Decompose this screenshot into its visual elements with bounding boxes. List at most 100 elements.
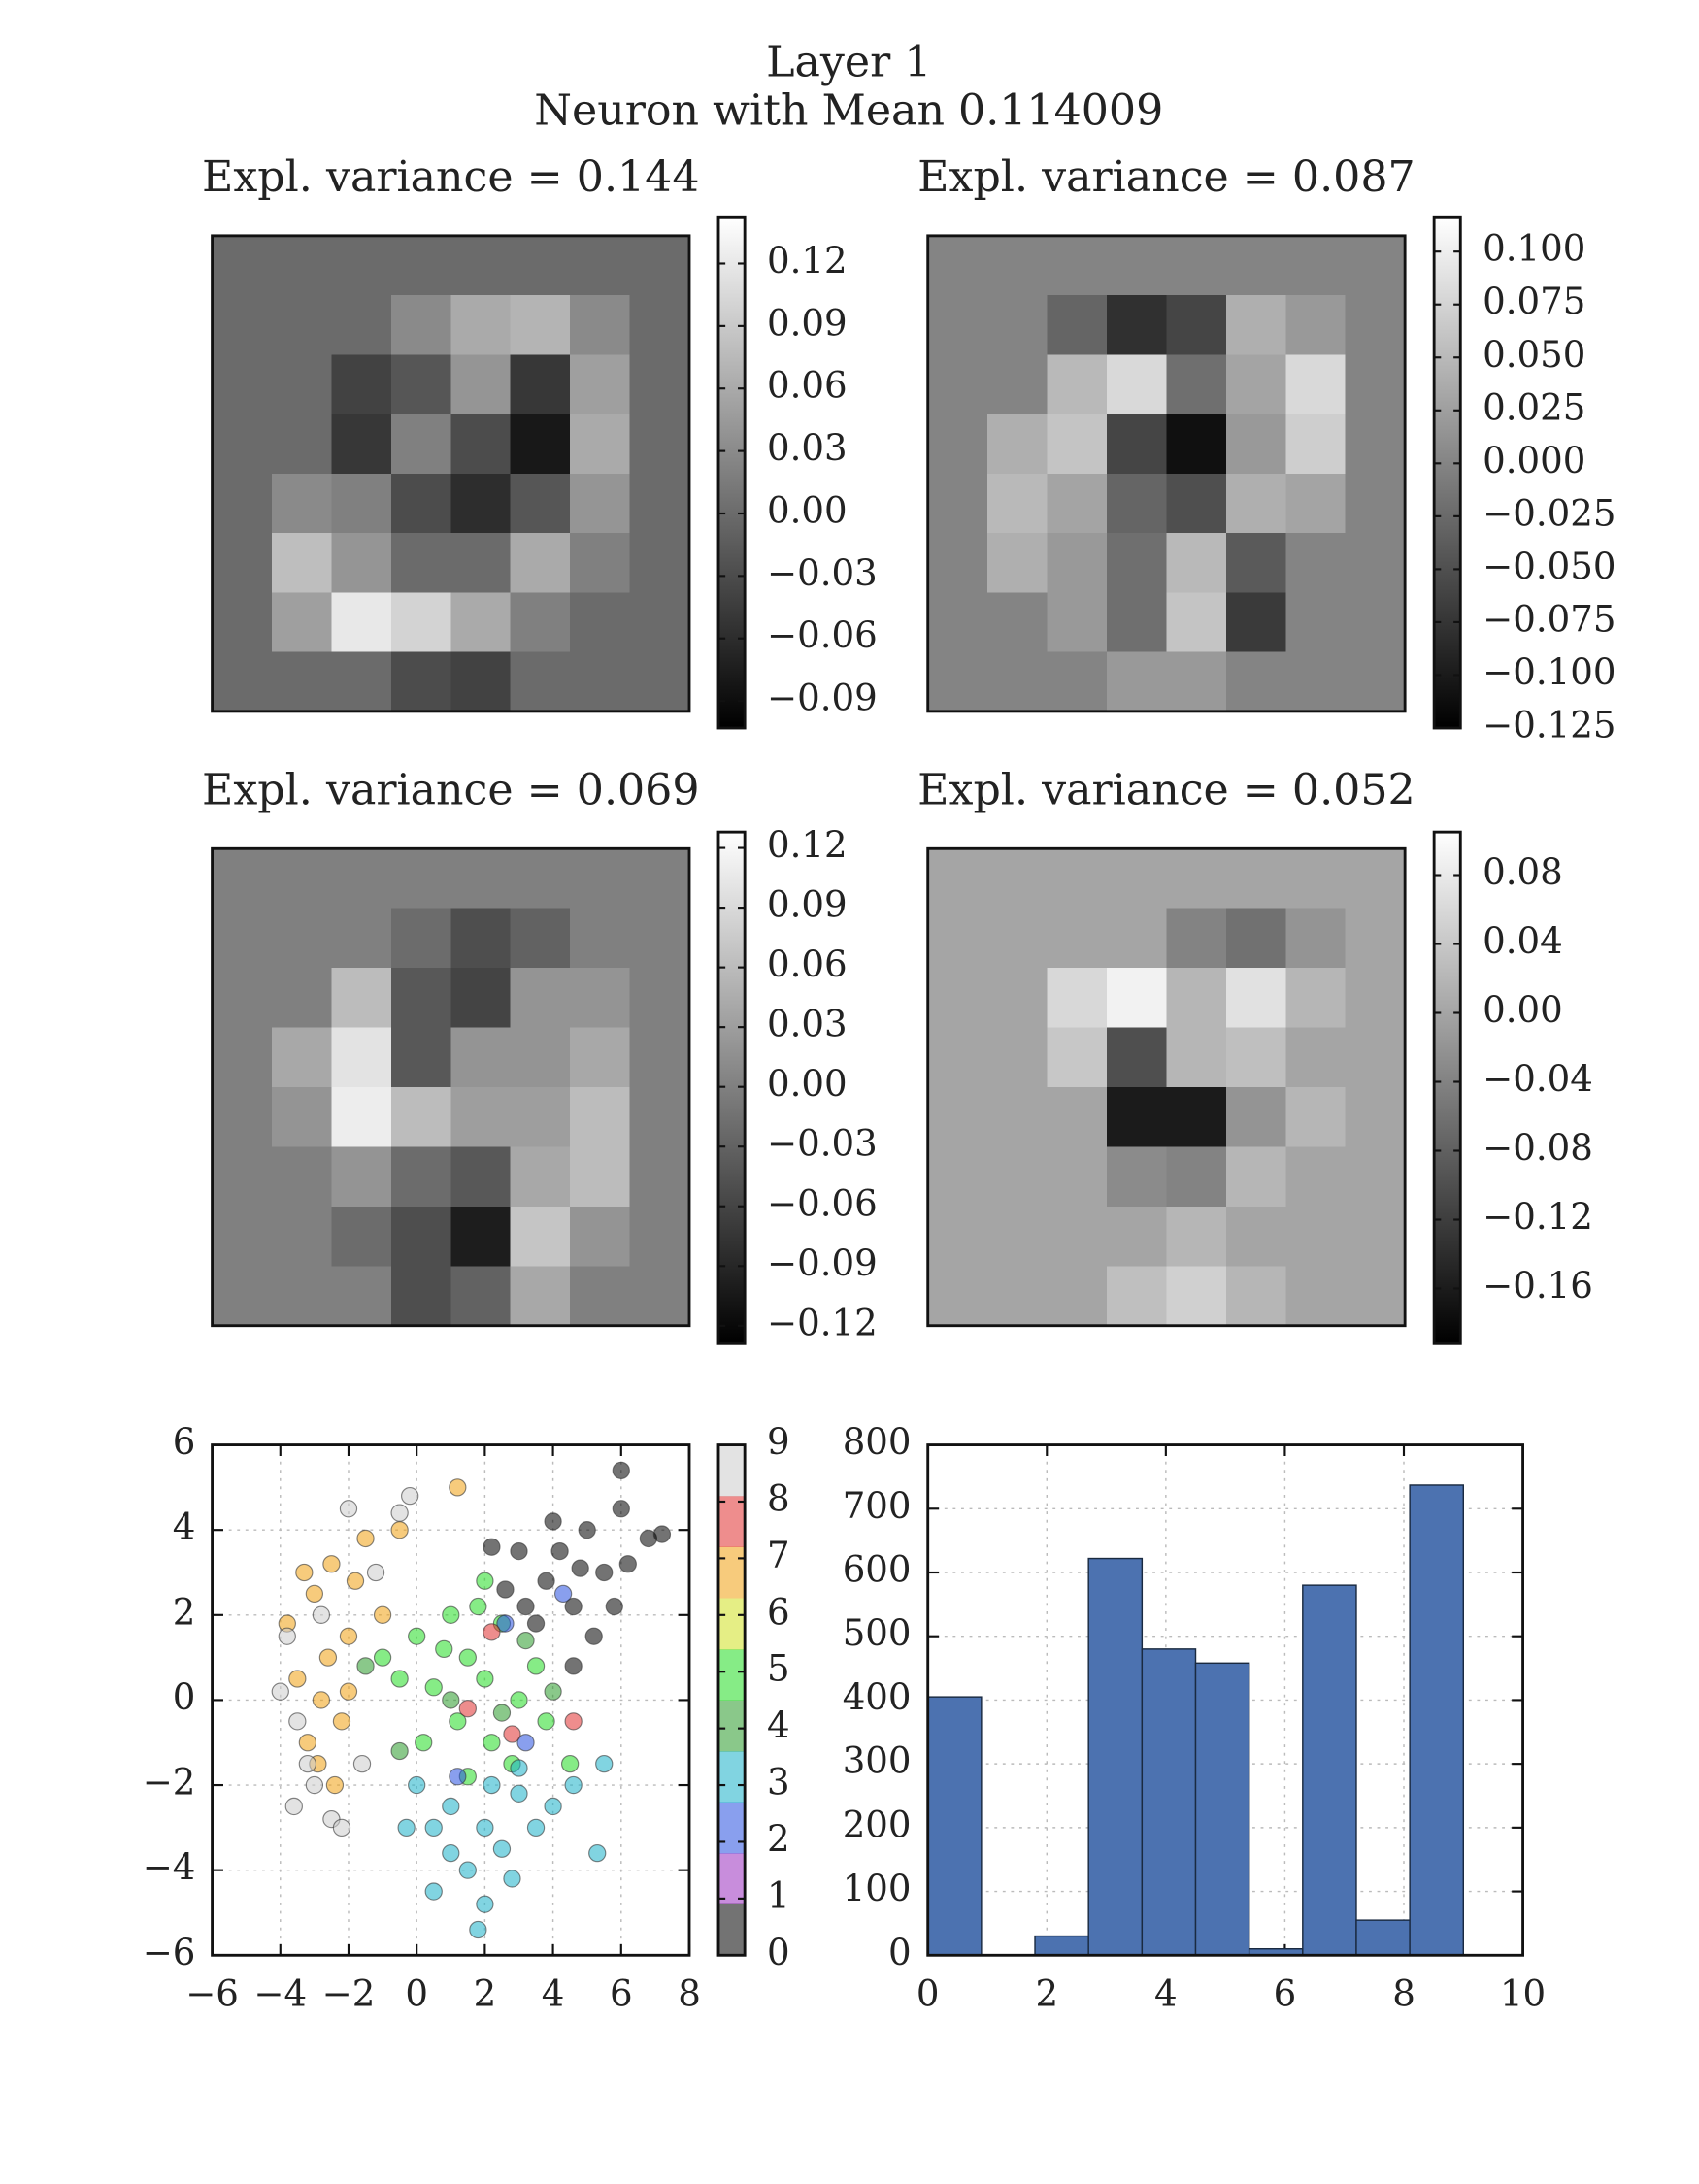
heatmap-cell bbox=[1225, 533, 1286, 594]
heatmap-cell bbox=[212, 1087, 273, 1148]
heatmap-cell bbox=[1225, 968, 1286, 1029]
heatmap-cell bbox=[927, 1146, 988, 1208]
scatter-point bbox=[561, 1755, 580, 1773]
colorbar-tick-label: 0.100 bbox=[1482, 228, 1585, 270]
heatmap-cell bbox=[987, 414, 1049, 475]
heatmap-cell bbox=[1047, 592, 1108, 653]
heatmap-cell bbox=[272, 235, 333, 296]
heatmap-cell bbox=[1047, 1146, 1108, 1208]
heatmap-cell bbox=[510, 1266, 571, 1327]
heatmap-cell bbox=[1225, 651, 1286, 712]
heatmap-cell bbox=[1225, 235, 1286, 296]
scatter-point bbox=[564, 1775, 583, 1795]
scatter-point bbox=[390, 1521, 409, 1539]
heatmap-cell bbox=[987, 1027, 1049, 1088]
heatmap-cell bbox=[629, 848, 690, 910]
heatmap-cell bbox=[1047, 235, 1108, 296]
colorbar-tick-label: 7 bbox=[767, 1535, 790, 1576]
heatmap-cell bbox=[927, 354, 988, 415]
heatmap-cell bbox=[1345, 235, 1406, 296]
colorbar-tick-label: 0.12 bbox=[767, 824, 848, 866]
heatmap-cell bbox=[1345, 908, 1406, 969]
y-tick-label: 6 bbox=[173, 1421, 196, 1463]
heatmap-cell bbox=[987, 235, 1049, 296]
scatter-point bbox=[553, 1584, 573, 1604]
heatmap-cell bbox=[212, 651, 273, 712]
heatmap-cell bbox=[570, 1146, 631, 1208]
heatmap-cell bbox=[212, 1266, 273, 1327]
x-tick-label: −4 bbox=[253, 1973, 307, 2015]
heatmap-cell bbox=[212, 592, 273, 653]
heatmap-cell bbox=[1166, 848, 1227, 910]
heatmap-cell bbox=[1285, 848, 1347, 910]
y-tick-label: −6 bbox=[143, 1932, 196, 1973]
scatter-point bbox=[288, 1712, 307, 1731]
heatmap-cell bbox=[927, 414, 988, 475]
heatmap-cell bbox=[212, 295, 273, 356]
figure-subtitle: Neuron with Mean 0.114009 bbox=[534, 86, 1163, 136]
heatmap-cell bbox=[629, 651, 690, 712]
colorbar-tick-label: 6 bbox=[767, 1591, 790, 1633]
heatmap-cell bbox=[1285, 354, 1347, 415]
scatter-point bbox=[288, 1670, 307, 1688]
heatmap-cell bbox=[1345, 1027, 1406, 1088]
y-tick-label: 400 bbox=[843, 1676, 912, 1718]
heatmap-cell bbox=[570, 295, 631, 356]
heatmap-cell bbox=[1345, 592, 1406, 653]
heatmap-cell bbox=[1285, 235, 1347, 296]
x-tick-label: 4 bbox=[1154, 1973, 1178, 2015]
image-frame bbox=[211, 234, 691, 713]
heatmap-cell bbox=[987, 473, 1049, 534]
y-tick-label: 500 bbox=[843, 1612, 912, 1654]
heatmap-cell bbox=[629, 533, 690, 594]
colorbar-tick-label: −0.050 bbox=[1482, 546, 1616, 587]
heatmap-cell bbox=[1166, 651, 1227, 712]
y-tick-label: 300 bbox=[843, 1740, 912, 1782]
heatmap-cell bbox=[272, 1087, 333, 1148]
figure-title: Layer 1 bbox=[766, 38, 931, 87]
y-tick-label: 2 bbox=[173, 1591, 196, 1633]
heatmap-cell bbox=[331, 592, 392, 653]
heatmap-cell bbox=[1285, 473, 1347, 534]
scatter-point bbox=[278, 1627, 296, 1645]
scatter-point bbox=[305, 1775, 324, 1795]
heatmap-cell bbox=[987, 1146, 1049, 1208]
scatter-point bbox=[356, 1657, 375, 1675]
heatmap-cell bbox=[450, 473, 512, 534]
colorbar-tick-label: 0.03 bbox=[767, 1004, 848, 1045]
colorbar-tick-label: 0.000 bbox=[1482, 440, 1585, 481]
heatmap-cell bbox=[450, 354, 512, 415]
heatmap-cell bbox=[927, 1206, 988, 1267]
scatter-point bbox=[483, 1538, 501, 1556]
heatmap-cell bbox=[1166, 533, 1227, 594]
heatmap-cell bbox=[510, 1206, 571, 1267]
heatmap-cell bbox=[629, 354, 690, 415]
heatmap-cell bbox=[1166, 235, 1227, 296]
y-tick-label: 600 bbox=[843, 1549, 912, 1591]
colorbar-tick-label: 2 bbox=[767, 1818, 790, 1860]
heatmap-cell bbox=[450, 1266, 512, 1327]
heatmap-cell bbox=[927, 592, 988, 653]
y-tick-label: 700 bbox=[843, 1485, 912, 1527]
colorbar-tick-label: 3 bbox=[767, 1762, 790, 1803]
heatmap-cell bbox=[510, 295, 571, 356]
heatmap-cell bbox=[1047, 414, 1108, 475]
heatmap-cell bbox=[1047, 1266, 1108, 1327]
heatmap-cell bbox=[629, 235, 690, 296]
scatter-point bbox=[496, 1580, 515, 1599]
heatmap-cell bbox=[390, 354, 451, 415]
scatter-point bbox=[605, 1597, 623, 1616]
heatmap-cell bbox=[212, 354, 273, 415]
heatmap-cell bbox=[272, 354, 333, 415]
scatter-point bbox=[305, 1584, 324, 1604]
heatmap-cell bbox=[1107, 908, 1168, 969]
heatmap-cell bbox=[510, 908, 571, 969]
heatmap-cell bbox=[987, 1087, 1049, 1148]
histogram-bar bbox=[1302, 1584, 1357, 1956]
heatmap-cell bbox=[570, 908, 631, 969]
scatter-point bbox=[537, 1712, 555, 1731]
colorbar-tick-label: 9 bbox=[767, 1421, 790, 1463]
heatmap-cell bbox=[331, 968, 392, 1029]
heatmap-cell bbox=[272, 1027, 333, 1088]
x-tick-label: 6 bbox=[610, 1973, 633, 2015]
